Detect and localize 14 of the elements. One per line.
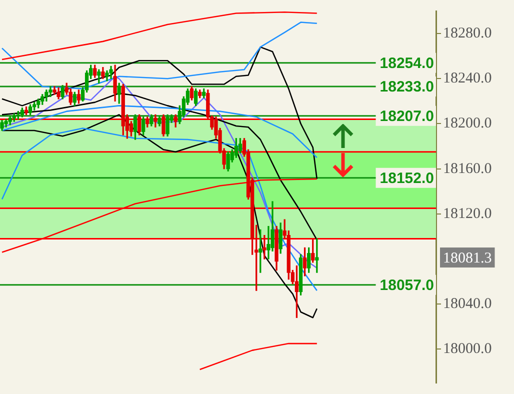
ref-line-label: 18233.0 <box>380 78 434 96</box>
y-tick-label: 18040.0 <box>443 296 492 312</box>
candlestick <box>262 235 266 260</box>
y-tick-label: 18200.0 <box>443 116 492 132</box>
y-tick-label: 18280.0 <box>443 25 492 42</box>
y-tick-label: 18120.0 <box>443 206 492 222</box>
ref-line-label: 18254.0 <box>380 54 434 72</box>
y-tick-label: 18240.0 <box>443 70 492 87</box>
text: 18081.3 <box>443 250 492 266</box>
ref-line-label: 18207.0 <box>380 108 434 125</box>
ref-line-label: 18152.0 <box>380 170 434 187</box>
ref-line-label: 18057.0 <box>380 277 434 294</box>
y-tick-label: 18160.0 <box>443 160 492 177</box>
y-tick-label: 18000.0 <box>443 341 492 358</box>
